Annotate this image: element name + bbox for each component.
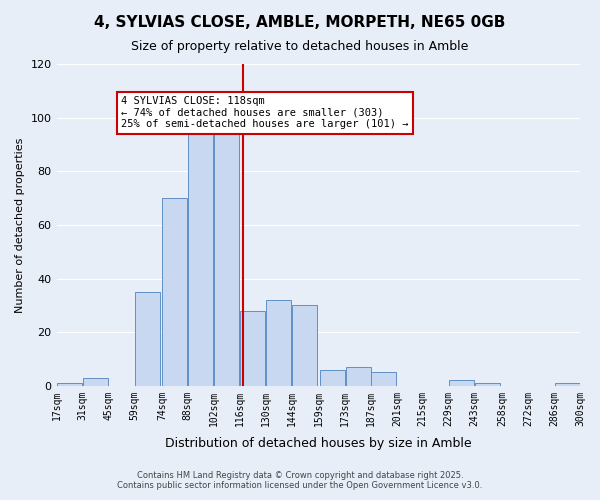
- Bar: [188, 128, 214, 386]
- Bar: [266, 300, 291, 386]
- Y-axis label: Number of detached properties: Number of detached properties: [15, 137, 25, 312]
- Text: 4, SYLVIAS CLOSE, AMBLE, MORPETH, NE65 0GB: 4, SYLVIAS CLOSE, AMBLE, MORPETH, NE65 0…: [94, 15, 506, 30]
- Bar: [134, 292, 160, 386]
- Text: Contains HM Land Registry data © Crown copyright and database right 2025.
Contai: Contains HM Land Registry data © Crown c…: [118, 470, 482, 490]
- Bar: [554, 383, 580, 386]
- Text: Size of property relative to detached houses in Amble: Size of property relative to detached ho…: [131, 40, 469, 53]
- Bar: [346, 367, 371, 386]
- X-axis label: Distribution of detached houses by size in Amble: Distribution of detached houses by size …: [165, 437, 472, 450]
- Bar: [163, 198, 187, 386]
- Bar: [371, 372, 397, 386]
- Bar: [57, 383, 82, 386]
- Bar: [83, 378, 108, 386]
- Text: 4 SYLVIAS CLOSE: 118sqm
← 74% of detached houses are smaller (303)
25% of semi-d: 4 SYLVIAS CLOSE: 118sqm ← 74% of detache…: [121, 96, 409, 130]
- Bar: [240, 310, 265, 386]
- Bar: [320, 370, 344, 386]
- Bar: [214, 131, 239, 386]
- Bar: [449, 380, 474, 386]
- Bar: [475, 383, 500, 386]
- Bar: [292, 306, 317, 386]
